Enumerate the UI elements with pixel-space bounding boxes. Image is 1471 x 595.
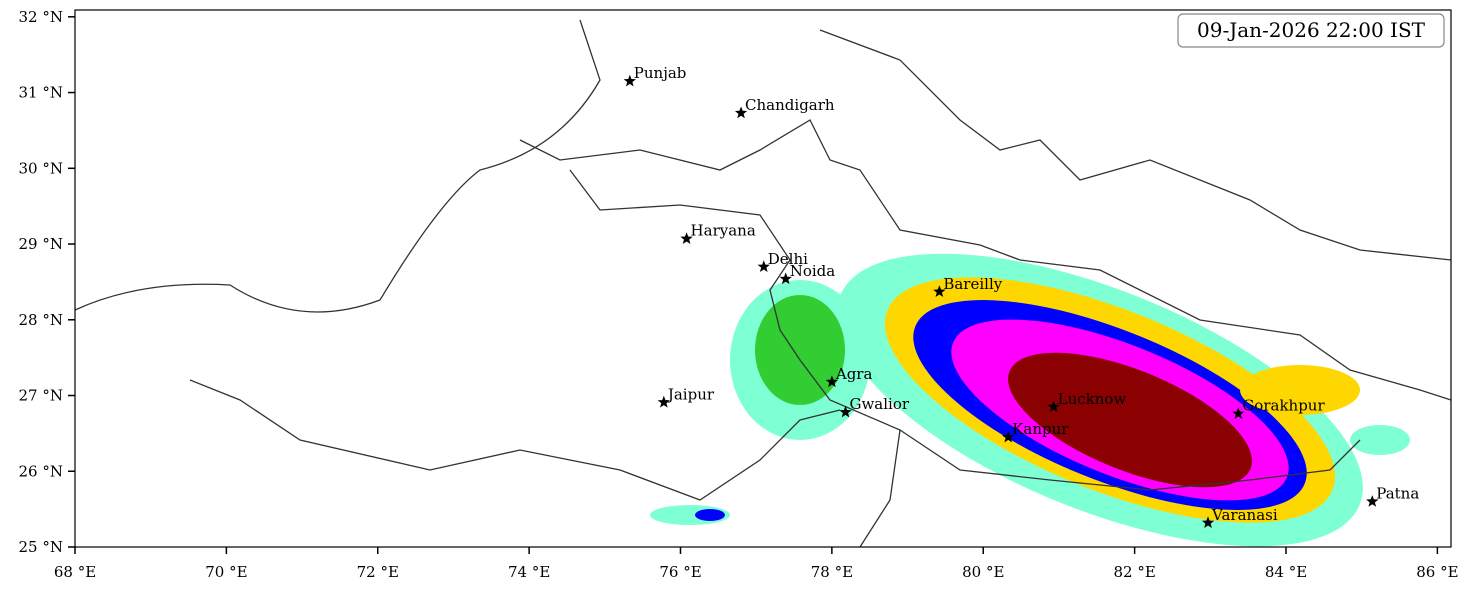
- x-tick-label: 68 °E: [54, 563, 96, 581]
- city-label: Bareilly: [943, 275, 1002, 293]
- x-tick-label: 76 °E: [659, 563, 701, 581]
- city-label: Gorakhpur: [1242, 397, 1325, 415]
- city-label: Kanpur: [1012, 420, 1069, 438]
- city-label: Jaipur: [666, 385, 715, 403]
- city-label: Varanasi: [1211, 506, 1278, 524]
- city-marker: [1201, 516, 1215, 528]
- city-label: Delhi: [768, 250, 808, 268]
- x-tick-label: 72 °E: [357, 563, 399, 581]
- city-marker: [734, 106, 748, 119]
- city-marker: [657, 395, 670, 408]
- x-tick-label: 86 °E: [1416, 563, 1458, 581]
- city-marker: [680, 232, 693, 244]
- city-label: Punjab: [634, 64, 687, 82]
- city-label: Gwalior: [849, 395, 909, 413]
- precipitation: [650, 253, 1410, 547]
- city-marker: [1366, 495, 1379, 507]
- y-tick-label: 25 °N: [19, 538, 63, 556]
- city-marker: [825, 375, 839, 388]
- x-tick-label: 74 °E: [508, 563, 550, 581]
- city-marker: [757, 260, 770, 272]
- city-marker: [623, 74, 636, 87]
- city-label: Chandigarh: [745, 96, 835, 114]
- borders: [74, 19, 1452, 548]
- city-marker: [779, 272, 792, 285]
- y-tick-label: 27 °N: [19, 387, 63, 405]
- y-tick-label: 26 °N: [19, 462, 63, 480]
- timestamp-box: [1177, 13, 1445, 48]
- city-label: Lucknow: [1058, 390, 1127, 408]
- x-tick-label: 84 °E: [1265, 563, 1307, 581]
- city-label: Agra: [835, 365, 873, 383]
- plot-frame: [74, 9, 1452, 548]
- timestamp: 09-Jan-2026 22:00 IST: [1197, 18, 1426, 42]
- city-marker: [933, 285, 946, 297]
- city-marker: [1232, 407, 1245, 419]
- city-label: Patna: [1376, 485, 1419, 503]
- city-marker: [1002, 430, 1015, 443]
- x-tick-label: 80 °E: [962, 563, 1004, 581]
- x-tick-label: 82 °E: [1113, 563, 1155, 581]
- city-marker: [1047, 400, 1060, 413]
- y-tick-label: 32 °N: [19, 8, 63, 26]
- y-tick-label: 31 °N: [19, 84, 63, 102]
- y-tick-label: 29 °N: [19, 235, 63, 253]
- y-tick-label: 28 °N: [19, 311, 63, 329]
- x-tick-label: 70 °E: [205, 563, 247, 581]
- x-tick-label: 78 °E: [811, 563, 853, 581]
- y-tick-label: 30 °N: [19, 159, 63, 177]
- city-label: Noida: [790, 262, 836, 280]
- city-label: Haryana: [691, 222, 756, 240]
- city-marker: [839, 405, 852, 418]
